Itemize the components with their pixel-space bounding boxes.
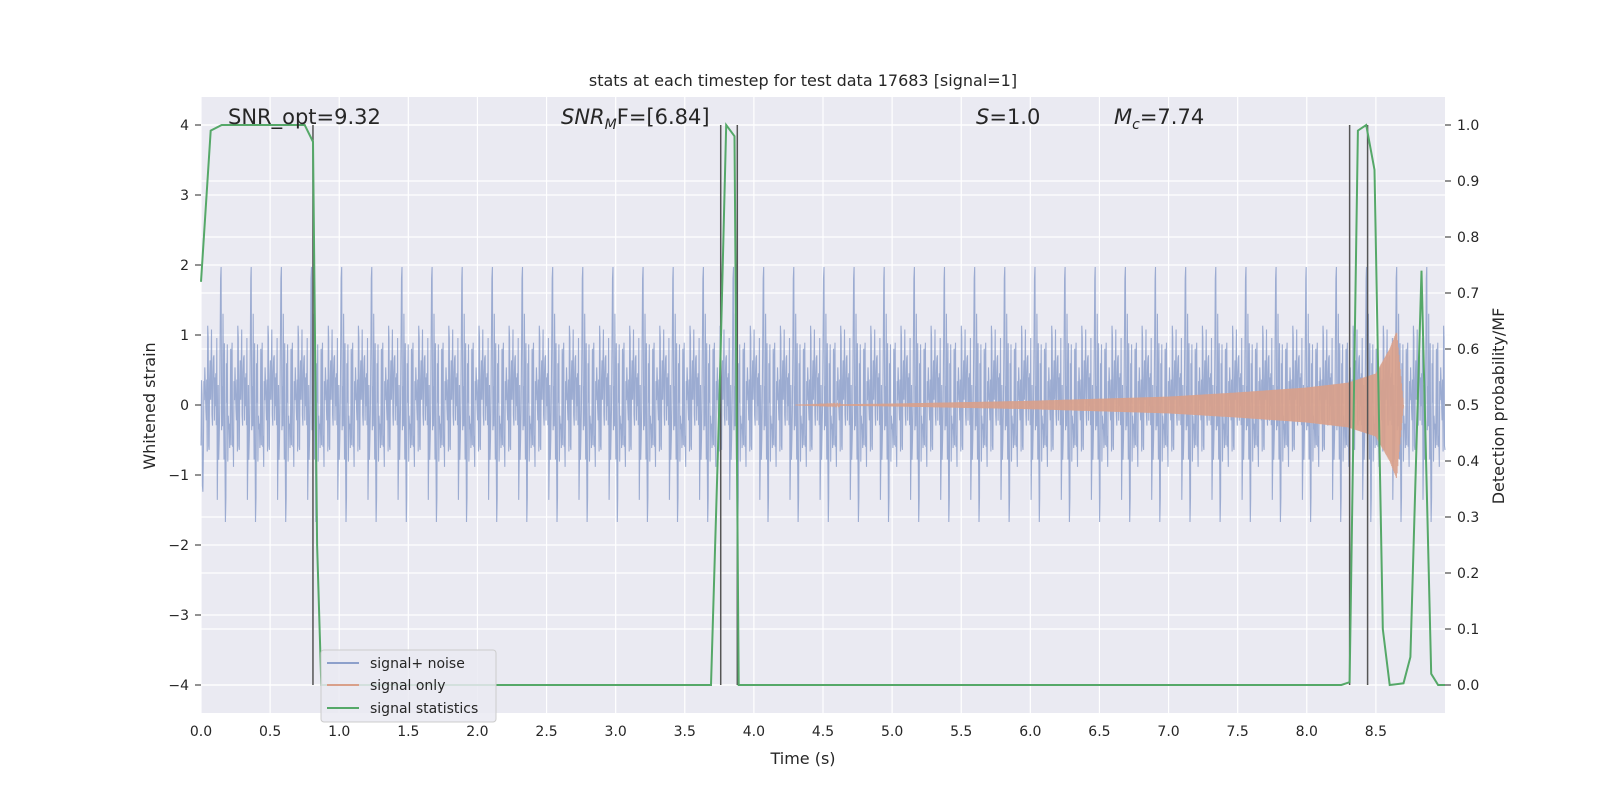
x-tick-label: 6.0 [1019,724,1041,740]
annotation-mc-main: M [1114,105,1132,129]
y-ticks: 4 3 2 1 0 −1 −2 −3 −4 [168,118,201,694]
annotation-snr-opt: SNR_opt=9.32 [228,105,381,130]
x-tick-label: 5.5 [950,724,972,740]
x-tick-label: 4.0 [743,724,765,740]
legend-label-statistics: signal statistics [370,701,478,717]
x-tick-label: 8.5 [1365,724,1387,740]
annotation-s-rest: =1.0 [989,105,1040,129]
annotation-snr-mf: SNRMF=[6.84] [561,105,710,133]
y-tick-label: 0 [180,398,189,414]
y2-tick-label: 0.1 [1457,622,1479,638]
y2-tick-label: 0.0 [1457,678,1479,694]
x-tick-label: 0.0 [190,724,212,740]
x-tick-label: 0.5 [259,724,281,740]
series-signal-plus-noise [200,266,1446,523]
y-tick-label: −3 [168,608,189,624]
legend-box [320,649,497,723]
signal-plus-noise-line [200,266,1446,523]
y2-tick-label: 0.5 [1457,398,1479,414]
annotation-mc: Mc=7.74 [1114,105,1204,133]
chart-title: stats at each timestep for test data 176… [589,71,1017,90]
y-tick-label: 3 [180,188,189,204]
y2-tick-label: 0.6 [1457,342,1479,358]
y2-tick-label: 0.8 [1457,230,1479,246]
x-tick-label: 6.5 [1088,724,1110,740]
x-tick-label: 2.0 [466,724,488,740]
y-tick-label: −2 [168,538,189,554]
x-tick-label: 7.5 [1227,724,1249,740]
legend-label-signal: signal only [370,678,445,694]
x-tick-label: 7.0 [1157,724,1179,740]
x-axis-label: Time (s) [769,749,835,768]
y-tick-label: 1 [180,328,189,344]
legend: signal+ noise signal only signal statist… [320,649,497,723]
x-tick-label: 1.5 [397,724,419,740]
x-tick-label: 3.5 [674,724,696,740]
x-tick-label: 8.0 [1296,724,1318,740]
signal-statistics-line [200,122,1445,687]
x-tick-label: 3.0 [605,724,627,740]
annotation-snr-mf-rest: F=[6.84] [617,105,710,129]
signal-only-line [795,332,1405,479]
annotation-s-main: S [976,105,989,129]
x-tick-label: 2.5 [535,724,557,740]
y2-ticks: 1.0 0.9 0.8 0.7 0.6 0.5 0.4 0.3 0.2 0.1 0.0 [1445,118,1479,694]
x-ticks: 0.0 0.5 1.0 1.5 2.0 2.5 3.0 3.5 4.0 4.5 5.0 5.5 6.0 6… [190,724,1387,740]
annotation-mc-rest: =7.74 [1140,105,1204,129]
y-tick-label: −1 [168,468,189,484]
y-tick-label: 2 [180,258,189,274]
legend-label-noise: signal+ noise [370,656,465,672]
y2-tick-label: 0.7 [1457,286,1479,302]
x-tick-label: 5.0 [881,724,903,740]
annotation-snr-mf-sub: M [605,117,617,133]
y2-tick-label: 1.0 [1457,118,1479,134]
y-axis-label: Whitened strain [140,342,159,469]
x-tick-label: 1.0 [328,724,350,740]
y2-tick-label: 0.3 [1457,510,1479,526]
y2-tick-label: 0.4 [1457,454,1479,470]
x-tick-label: 4.5 [812,724,834,740]
y2-tick-label: 0.9 [1457,174,1479,190]
series-signal-statistics [200,122,1445,687]
y-tick-label: 4 [180,118,189,134]
y2-axis-label: Detection probability/MF [1489,308,1508,505]
annotation-snr-mf-main: SNR [561,105,605,129]
annotation-mc-sub: c [1132,117,1140,133]
y2-tick-label: 0.2 [1457,566,1479,582]
series-signal-only [795,332,1405,479]
y-tick-label: −4 [168,678,189,694]
annotation-s: S=1.0 [976,105,1040,129]
